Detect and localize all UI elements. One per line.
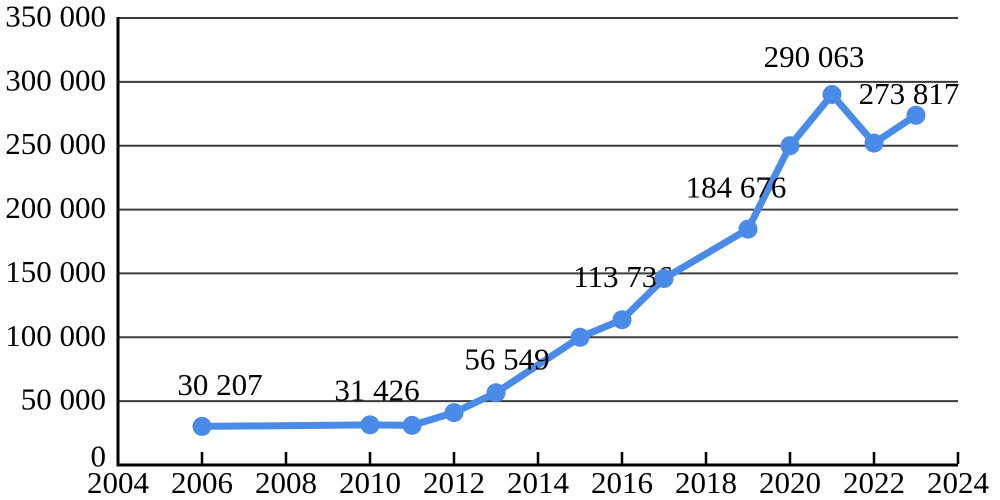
data-point-marker [822,85,842,105]
x-tick-label: 2012 [423,465,485,500]
data-point-marker [612,310,632,330]
data-point-marker [360,415,380,435]
data-point-label: 273 817 [859,76,960,111]
y-tick-label: 150 000 [5,254,106,289]
data-point-marker [486,383,506,403]
data-point-label: 184 676 [686,170,787,205]
x-tick-label: 2018 [675,465,737,500]
data-point-marker [906,105,926,125]
data-point-marker [192,416,212,436]
x-tick-label: 2010 [339,465,401,500]
x-tick-label: 2014 [507,465,570,500]
data-point-marker [780,136,800,156]
data-line [198,91,920,430]
y-tick-label: 250 000 [5,126,106,161]
data-point-marker [570,327,590,347]
data-point-label: 290 063 [764,39,865,74]
x-tick-label: 2008 [255,465,317,500]
x-tick-label: 2022 [843,465,905,500]
x-tick-label: 2006 [171,465,233,500]
x-tick-label: 2004 [87,465,150,500]
data-point-marker [402,415,422,435]
y-tick-label: 50 000 [21,382,106,417]
x-tick-label: 2016 [591,465,653,500]
data-point-marker [444,403,464,423]
y-tick-label: 350 000 [5,0,106,34]
x-tick-label: 2020 [759,465,821,500]
data-point-marker [654,269,674,289]
data-point-label: 31 426 [334,372,419,407]
y-tick-label: 0 [91,439,107,474]
y-tick-label: 100 000 [5,318,106,353]
data-point-marker [738,219,758,239]
y-tick-label: 200 000 [5,190,106,225]
y-tick-label: 300 000 [5,62,106,97]
data-point-label: 30 207 [177,367,262,402]
x-tick-label: 2024 [927,465,990,500]
data-point-marker [864,133,884,153]
data-point-label: 56 549 [464,341,549,376]
